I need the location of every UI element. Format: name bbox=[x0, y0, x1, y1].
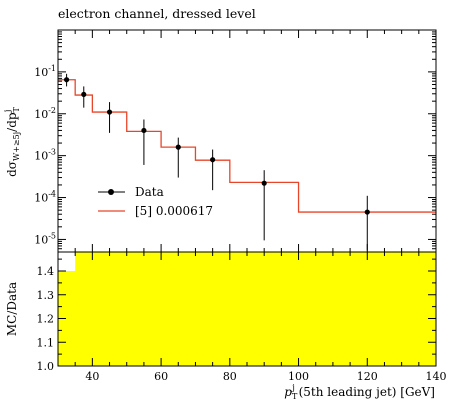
data-point bbox=[81, 86, 87, 108]
ratio-y-tick-label: 1.0 bbox=[37, 360, 55, 373]
data-point-series bbox=[63, 73, 370, 251]
ratio-y-axis-ticks: 1.0 1.1 1.2 1.3 1.4 bbox=[37, 258, 436, 373]
mc-data-ratio-band bbox=[58, 252, 436, 366]
ratio-plot-panel: 1.0 1.1 1.2 1.3 1.4 40 60 80 100 120 140 bbox=[37, 251, 447, 383]
legend-prediction-label: [5] 0.000617 bbox=[135, 204, 213, 218]
legend-data-label: Data bbox=[135, 185, 164, 199]
legend: Data [5] 0.000617 bbox=[98, 185, 213, 218]
y-tick-label: 10-5 bbox=[34, 231, 56, 246]
x-axis-ticks: 40 60 80 100 120 140 bbox=[57, 252, 447, 383]
top-y-axis-label: dσW+≥5j/dpTj bbox=[3, 106, 21, 176]
x-tick-label: 80 bbox=[223, 370, 237, 383]
chart-title: electron channel, dressed level bbox=[58, 6, 256, 21]
data-marker bbox=[210, 157, 216, 163]
top-y-axis-ticks: 10-1 10-2 10-3 10-4 10-5 bbox=[34, 64, 436, 246]
y-tick-label: 10-2 bbox=[34, 106, 56, 121]
x-axis-label: pTj (5th leading jet) [GeV] bbox=[284, 383, 435, 401]
y-tick-label: 10-1 bbox=[34, 64, 56, 79]
ratio-y-tick-label: 1.3 bbox=[37, 289, 55, 302]
y-tick-label: 10-3 bbox=[34, 148, 56, 163]
data-marker bbox=[261, 180, 267, 186]
data-point bbox=[106, 102, 113, 133]
ratio-plot-frame bbox=[57, 251, 437, 367]
ratio-y-tick-label: 1.2 bbox=[37, 313, 55, 326]
data-marker bbox=[141, 127, 147, 134]
x-tick-label: 140 bbox=[426, 370, 447, 383]
y-tick-label: 10-4 bbox=[34, 190, 56, 205]
top-minor-ticks bbox=[57, 30, 437, 252]
data-marker bbox=[63, 77, 70, 83]
x-tick-label: 40 bbox=[85, 370, 99, 383]
data-marker bbox=[364, 209, 370, 215]
data-point bbox=[63, 73, 70, 87]
legend-data-marker bbox=[108, 189, 114, 195]
data-marker bbox=[175, 144, 181, 150]
data-point bbox=[141, 119, 147, 165]
data-point bbox=[364, 195, 370, 251]
data-marker bbox=[81, 91, 87, 98]
ratio-y-axis-label: MC/Data bbox=[5, 282, 19, 336]
ratio-y-tick-label: 1.4 bbox=[37, 265, 55, 278]
x-tick-label: 100 bbox=[288, 370, 309, 383]
data-point bbox=[175, 137, 181, 178]
ratio-y-tick-label: 1.1 bbox=[37, 336, 55, 349]
x-tick-label: 60 bbox=[154, 370, 168, 383]
main-plot-panel: 10-1 10-2 10-3 10-4 10-5 Data [5] 0.000617 bbox=[34, 29, 437, 253]
data-point bbox=[261, 170, 267, 241]
top-plot-frame bbox=[57, 29, 437, 253]
data-point bbox=[210, 149, 216, 191]
x-tick-label: 120 bbox=[357, 370, 378, 383]
data-marker bbox=[106, 109, 113, 115]
